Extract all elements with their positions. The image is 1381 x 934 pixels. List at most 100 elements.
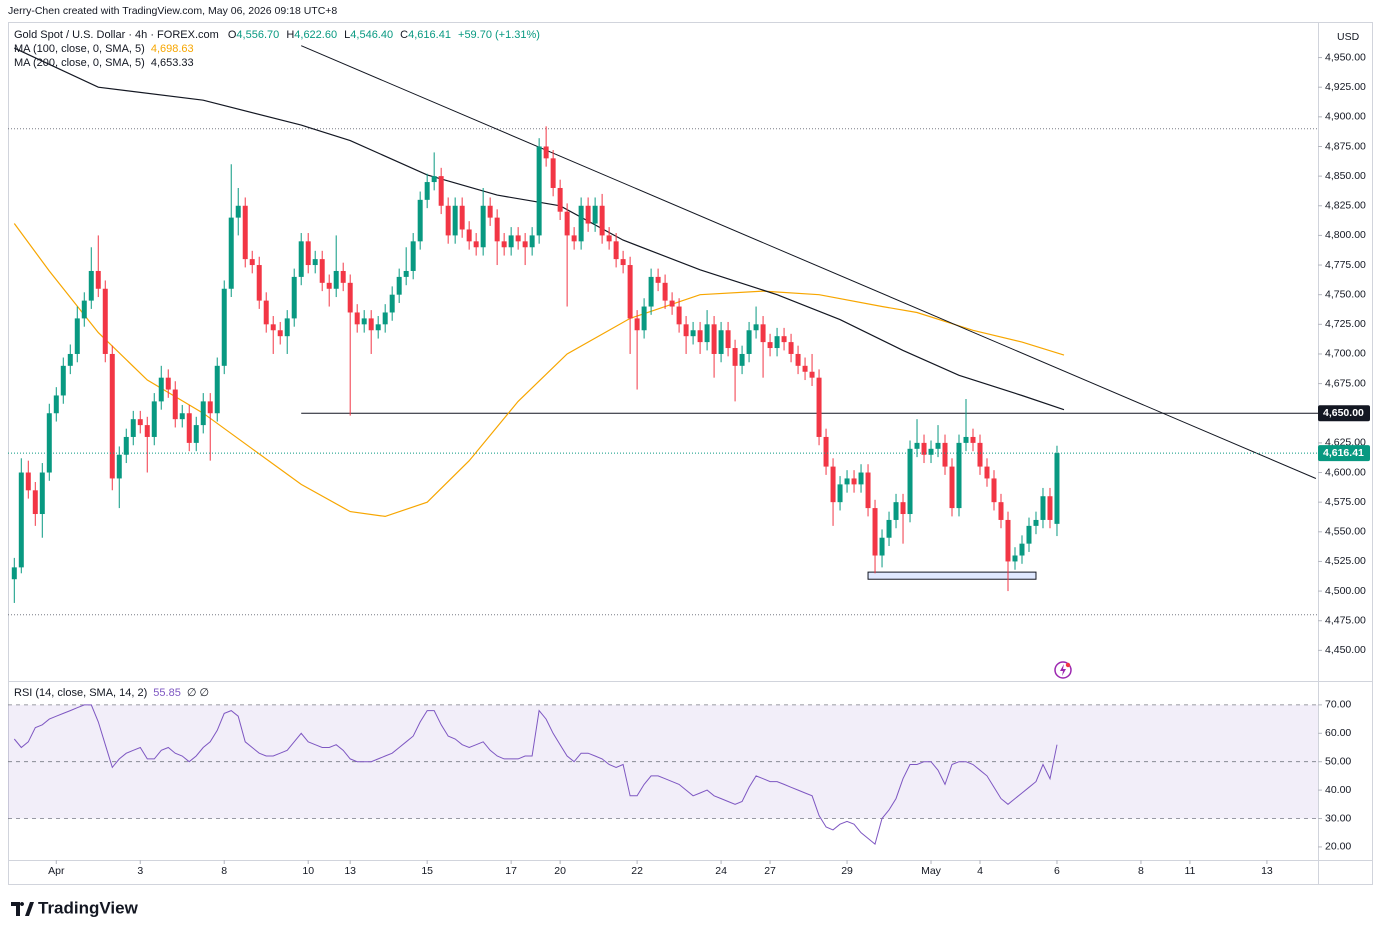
candle-body — [368, 318, 374, 331]
candle-body — [767, 342, 773, 349]
high: 4,622.60 — [294, 29, 337, 41]
main-pane — [8, 45, 1318, 616]
candle-body — [732, 348, 738, 366]
x-tick-label: 27 — [764, 865, 776, 877]
rsi-name: RSI (14, close, SMA, 14, 2) — [14, 687, 147, 699]
y-tick-label: 4,550.00 — [1325, 526, 1366, 538]
candle-body — [711, 324, 717, 354]
rsi-tick-label: 60.00 — [1325, 727, 1351, 739]
candle-body — [585, 205, 591, 224]
y-tick-label: 4,800.00 — [1325, 229, 1366, 241]
candle-body — [242, 205, 248, 260]
candle-body — [739, 353, 745, 366]
ma-value: 4,653.33 — [151, 57, 194, 69]
candle-body — [676, 306, 682, 325]
moving-average — [13, 223, 1065, 518]
x-tick-label: 8 — [221, 865, 227, 877]
candle-body — [851, 478, 857, 485]
candle-body — [186, 413, 192, 443]
trendline — [301, 45, 1317, 479]
candle-body — [900, 502, 906, 515]
candle-body — [228, 217, 234, 289]
candle-body — [179, 413, 185, 420]
legend-line: Gold Spot / U.S. Dollar · 4h · FOREX.com… — [14, 29, 540, 41]
candle-body — [858, 472, 864, 485]
rsi-tick-label: 40.00 — [1325, 784, 1351, 796]
candle-body — [991, 478, 997, 503]
candle-body — [172, 389, 178, 420]
ohlc-letter: H — [286, 29, 294, 41]
candle-body — [25, 472, 31, 491]
candle-body — [95, 270, 101, 289]
candle-body — [102, 288, 108, 354]
candle-body — [949, 466, 955, 509]
candle-body — [662, 282, 668, 301]
candle-body — [970, 436, 976, 443]
ma-name: MA (100, close, 0, SMA, 5) — [14, 43, 145, 55]
candle-body — [725, 330, 731, 349]
y-tick-label: 4,500.00 — [1325, 585, 1366, 597]
candle-body — [690, 330, 696, 337]
candle-body — [144, 425, 150, 437]
candle-body — [445, 205, 451, 236]
candle-body — [977, 442, 983, 467]
candle-body — [130, 419, 136, 437]
last-price-label: 4,616.41 — [1323, 447, 1364, 459]
candle-body — [466, 229, 472, 242]
candle-body — [557, 187, 563, 212]
candle-body — [543, 146, 549, 159]
candle-body — [865, 472, 871, 509]
x-tick-label: May — [921, 865, 942, 877]
candle-body — [550, 158, 556, 188]
y-tick-label: 4,575.00 — [1325, 496, 1366, 508]
candle-body — [1012, 555, 1018, 562]
candle-body — [473, 241, 479, 248]
x-tick-label: 17 — [505, 865, 517, 877]
candle-body — [256, 265, 262, 301]
x-tick-label: 20 — [554, 865, 566, 877]
candle-body — [480, 205, 486, 248]
rsi-tick-label: 20.00 — [1325, 841, 1351, 853]
candle-body — [718, 330, 724, 354]
candle-body — [347, 282, 353, 313]
x-tick-label: 29 — [841, 865, 853, 877]
alert-icon[interactable] — [1054, 661, 1072, 679]
zone — [867, 571, 1037, 580]
ohlc-letter: L — [344, 29, 350, 41]
moving-average — [14, 47, 1065, 411]
candle-body — [382, 312, 388, 325]
candle-body — [263, 300, 269, 325]
candle-body — [81, 300, 87, 319]
x-tick-label: 24 — [715, 865, 727, 877]
candle-body — [389, 294, 395, 313]
x-tick-label: 8 — [1138, 865, 1144, 877]
candle-body — [375, 324, 381, 331]
candle-body — [914, 442, 920, 449]
candle-body — [669, 300, 675, 307]
brand: TradingView — [11, 898, 139, 917]
candle-body — [697, 330, 703, 343]
candle-body — [683, 324, 689, 337]
x-tick-label: 13 — [344, 865, 356, 877]
rsi-tick-label: 50.00 — [1325, 755, 1351, 767]
candle-body — [634, 318, 640, 331]
low: 4,546.40 — [350, 29, 393, 41]
candle-body — [410, 241, 416, 271]
price-label-box — [1318, 405, 1370, 422]
candle-body — [319, 259, 325, 283]
candle-body — [452, 205, 458, 236]
candle-body — [165, 377, 171, 390]
candle-body — [935, 442, 941, 449]
candle-body — [956, 442, 962, 509]
candle-body — [249, 259, 255, 266]
candle-body — [193, 425, 199, 443]
y-tick-label: 4,725.00 — [1325, 318, 1366, 330]
candle-body — [788, 342, 794, 354]
candle-body — [207, 401, 213, 414]
y-tick-label: 4,750.00 — [1325, 288, 1366, 300]
candle-body — [326, 282, 332, 289]
candle-body — [284, 318, 290, 337]
candle-body — [963, 436, 969, 443]
candle-body — [613, 241, 619, 260]
candle-body — [1033, 519, 1039, 526]
